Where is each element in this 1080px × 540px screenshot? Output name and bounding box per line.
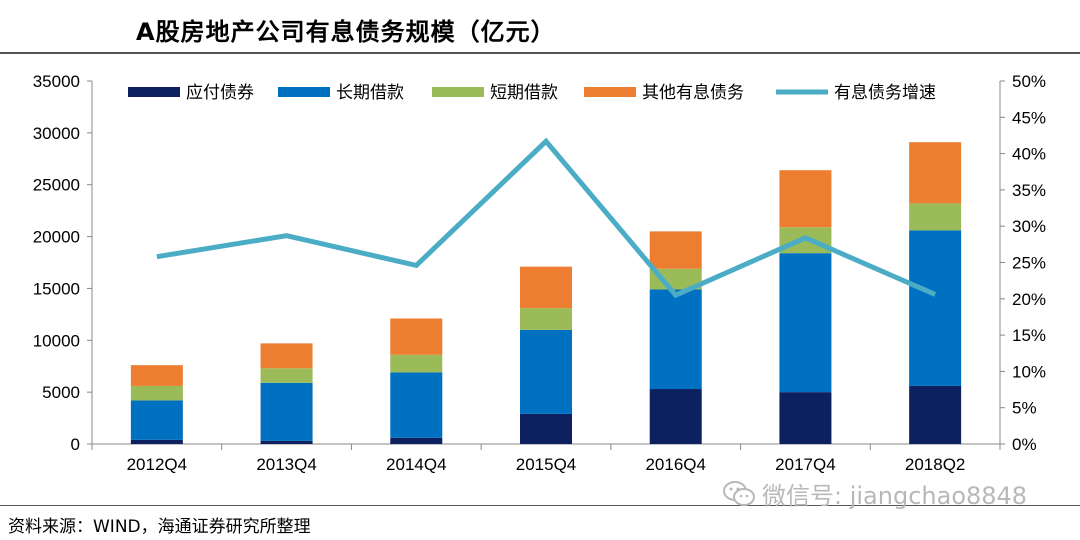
bar-4-2016Q4 xyxy=(649,231,702,269)
bar-2-2018Q2 xyxy=(909,230,962,386)
x-tick-label: 2015Q4 xyxy=(516,455,577,474)
x-tick-label: 2018Q2 xyxy=(905,455,966,474)
y-left-tick-label: 20000 xyxy=(33,228,80,247)
bar-2-2017Q4 xyxy=(779,253,832,393)
bar-3-2016Q4 xyxy=(649,268,702,290)
legend-swatch xyxy=(278,87,330,97)
bar-3-2014Q4 xyxy=(390,354,443,373)
y-left-tick-label: 15000 xyxy=(33,279,80,298)
bar-4-2014Q4 xyxy=(390,318,443,355)
bar-1-2012Q4 xyxy=(130,439,183,444)
y-right-tick-label: 10% xyxy=(1012,362,1046,381)
bar-4-2018Q2 xyxy=(909,142,962,204)
y-right-tick-label: 0% xyxy=(1012,435,1037,454)
legend-label: 其他有息债务 xyxy=(642,83,744,103)
y-right-tick-label: 20% xyxy=(1012,290,1046,309)
bar-2-2013Q4 xyxy=(260,382,313,441)
x-tick-label: 2012Q4 xyxy=(127,455,188,474)
watermark-text: 微信号: jiangchao8848 xyxy=(762,482,1028,510)
y-left-tick-label: 10000 xyxy=(33,331,80,350)
bar-4-2013Q4 xyxy=(260,343,313,369)
y-left-tick-label: 5000 xyxy=(42,383,80,402)
bar-1-2013Q4 xyxy=(260,440,313,444)
y-right-tick-label: 50% xyxy=(1012,72,1046,91)
title-bar: A股房地产公司有息债务规模（亿元） xyxy=(0,0,1080,52)
legend-label: 有息债务增速 xyxy=(834,83,936,103)
chart: 0 5000 10000 15000 20000 25000 30000 35000 0% 5% 1… xyxy=(33,72,1046,474)
footer-divider xyxy=(0,505,1080,506)
legend-swatch xyxy=(128,87,180,97)
bar-4-2017Q4 xyxy=(779,170,832,228)
y-right-tick-label: 45% xyxy=(1012,108,1046,127)
legend-swatch xyxy=(584,87,636,97)
bar-3-2013Q4 xyxy=(260,368,313,383)
legend-label: 短期借款 xyxy=(490,83,558,103)
y-left-tick-label: 30000 xyxy=(33,124,80,143)
y-right-tick-label: 5% xyxy=(1012,399,1037,418)
bar-4-2012Q4 xyxy=(130,365,183,386)
bar-2-2015Q4 xyxy=(520,329,572,414)
y-left-tick-label: 0 xyxy=(71,435,80,454)
y-right-tick-label: 30% xyxy=(1012,217,1046,236)
x-tick-label: 2014Q4 xyxy=(386,455,447,474)
bar-3-2012Q4 xyxy=(130,385,183,401)
bar-4-2015Q4 xyxy=(520,266,572,309)
bar-2-2012Q4 xyxy=(130,400,183,440)
bar-1-2014Q4 xyxy=(390,437,443,444)
bar-1-2017Q4 xyxy=(779,392,832,444)
source-note: 资料来源：WIND，海通证券研究所整理 xyxy=(8,517,311,537)
x-tick-label: 2013Q4 xyxy=(256,455,317,474)
bar-3-2018Q2 xyxy=(909,203,962,231)
bar-1-2016Q4 xyxy=(649,389,702,444)
y-right-tick-label: 15% xyxy=(1012,326,1046,345)
legend-label: 应付债券 xyxy=(186,83,254,103)
y-right-tick-label: 40% xyxy=(1012,145,1046,164)
legend-label: 长期借款 xyxy=(336,83,404,103)
bar-1-2018Q2 xyxy=(909,385,962,444)
y-left-tick-label: 35000 xyxy=(33,72,80,91)
bar-2-2014Q4 xyxy=(390,372,443,438)
wechat-icon xyxy=(723,480,755,506)
watermark: 微信号: jiangchao8848 xyxy=(722,476,1027,511)
y-left-tick-label: 25000 xyxy=(33,176,80,195)
bar-2-2016Q4 xyxy=(649,289,702,390)
y-right-tick-label: 35% xyxy=(1012,181,1046,200)
chart-title: A股房地产公司有息债务规模（亿元） xyxy=(136,18,556,46)
x-tick-label: 2016Q4 xyxy=(645,455,706,474)
y-right-tick-label: 25% xyxy=(1012,254,1046,273)
title-divider xyxy=(0,52,1080,54)
bar-3-2015Q4 xyxy=(520,308,572,330)
bar-1-2015Q4 xyxy=(520,413,572,444)
x-tick-label: 2017Q4 xyxy=(775,455,836,474)
legend-swatch xyxy=(432,87,484,97)
